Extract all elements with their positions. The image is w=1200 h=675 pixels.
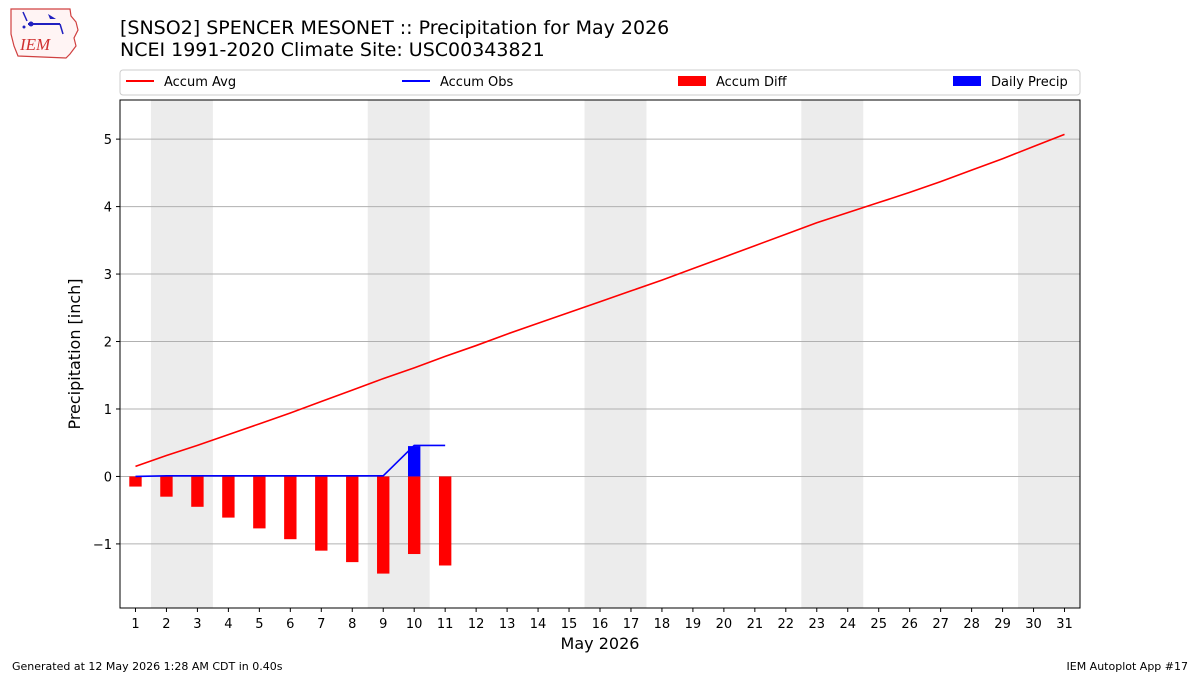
x-tick-label: 21 (747, 617, 764, 632)
accum-diff-bar (129, 476, 142, 487)
x-tick-label: 5 (255, 617, 263, 632)
x-tick-label: 31 (1056, 617, 1073, 632)
x-tick-label: 12 (468, 617, 485, 632)
accum-diff-bar (315, 476, 328, 551)
accum-diff-bar (408, 476, 421, 555)
accum-diff-bar (284, 476, 297, 540)
x-tick-label: 16 (592, 617, 609, 632)
legend-label: Accum Obs (440, 75, 513, 90)
y-tick-label: 1 (104, 403, 112, 418)
legend-label: Accum Avg (164, 75, 236, 90)
accum-diff-bar (253, 476, 266, 529)
x-tick-label: 20 (716, 617, 733, 632)
x-tick-label: 18 (654, 617, 671, 632)
app-label: IEM Autoplot App #17 (1066, 660, 1189, 673)
logo-text: IEM (19, 35, 51, 54)
accum-obs-line (135, 444, 446, 478)
x-tick-label: 30 (1025, 617, 1042, 632)
x-tick-label: 13 (499, 617, 516, 632)
x-tick-label: 4 (224, 617, 232, 632)
x-tick-label: 22 (778, 617, 795, 632)
chart-subtitle: NCEI 1991-2020 Climate Site: USC00343821 (120, 39, 545, 61)
x-tick-label: 23 (809, 617, 826, 632)
x-tick-label: 26 (901, 617, 918, 632)
x-tick-label: 11 (437, 617, 454, 632)
x-tick-label: 6 (286, 617, 294, 632)
accum-avg-line (135, 133, 1065, 468)
accum-diff-bar (160, 476, 173, 497)
legend-label: Accum Diff (716, 75, 788, 90)
generated-timestamp: Generated at 12 May 2026 1:28 AM CDT in … (12, 660, 283, 673)
y-tick-label: 4 (104, 201, 112, 216)
y-tick-label: 0 (104, 470, 112, 485)
x-tick-label: 15 (561, 617, 578, 632)
x-tick-label: 9 (379, 617, 387, 632)
legend-box (119, 69, 1081, 96)
y-tick-label: 2 (104, 336, 112, 351)
weekend-band (1018, 100, 1080, 608)
x-tick-label: 28 (963, 617, 980, 632)
legend-swatch (678, 76, 706, 86)
weekend-band (584, 100, 647, 608)
x-tick-label: 10 (406, 617, 423, 632)
accum-diff-bar (438, 476, 452, 566)
x-tick-label: 8 (348, 617, 356, 632)
y-axis-label: Precipitation [inch] (65, 278, 84, 429)
chart-title: [SNSO2] SPENCER MESONET :: Precipitation… (120, 17, 670, 39)
x-tick-label: 24 (839, 617, 856, 632)
weekend-band (150, 100, 213, 608)
x-tick-label: 25 (870, 617, 887, 632)
accum-diff-bar (222, 476, 235, 518)
iem-logo: IEM (8, 6, 80, 60)
x-tick-label: 14 (530, 617, 547, 632)
weekend-band (801, 100, 864, 608)
legend-swatch (953, 76, 981, 86)
accum-diff-bar (377, 476, 390, 574)
y-tick-label: 5 (104, 133, 112, 148)
accum-diff-bar (346, 476, 359, 563)
x-tick-label: 29 (994, 617, 1011, 632)
x-tick-label: 2 (162, 617, 170, 632)
y-tick-label: 3 (104, 268, 112, 283)
x-tick-label: 19 (685, 617, 702, 632)
daily-precip-bar (408, 446, 421, 477)
x-tick-label: 3 (193, 617, 201, 632)
x-tick-label: 7 (317, 617, 325, 632)
x-tick-label: 17 (623, 617, 640, 632)
x-tick-label: 27 (932, 617, 949, 632)
legend-label: Daily Precip (991, 75, 1068, 90)
accum-diff-bar (191, 476, 204, 507)
x-axis-label: May 2026 (561, 634, 640, 653)
x-tick-label: 1 (131, 617, 139, 632)
y-tick-label: −1 (93, 538, 112, 553)
